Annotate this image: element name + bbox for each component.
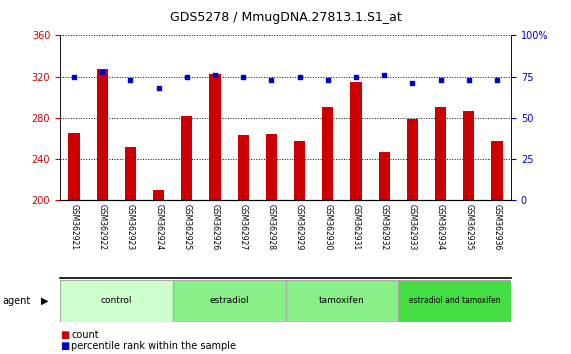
Point	[70, 74, 79, 79]
Point	[154, 85, 163, 91]
Point	[436, 77, 445, 83]
Text: ▶: ▶	[41, 296, 49, 306]
Bar	[125, 147, 136, 200]
Point	[267, 77, 276, 83]
Text: GSM362926: GSM362926	[211, 204, 219, 250]
Point	[380, 72, 389, 78]
Point	[492, 77, 501, 83]
Text: GSM362921: GSM362921	[70, 204, 79, 250]
Text: GSM362929: GSM362929	[295, 204, 304, 250]
Text: GSM362933: GSM362933	[408, 204, 417, 250]
Text: estradiol and tamoxifen: estradiol and tamoxifen	[409, 296, 500, 306]
Bar	[286, 280, 399, 322]
Text: count: count	[71, 330, 99, 339]
Bar	[181, 116, 192, 200]
Bar	[322, 107, 333, 200]
Point	[323, 77, 332, 83]
Text: control: control	[100, 296, 132, 306]
Text: percentile rank within the sample: percentile rank within the sample	[71, 341, 236, 351]
Point	[182, 74, 191, 79]
Text: GSM362922: GSM362922	[98, 204, 107, 250]
Point	[464, 77, 473, 83]
Point	[408, 80, 417, 86]
Text: GSM362924: GSM362924	[154, 204, 163, 250]
Text: GDS5278 / MmugDNA.27813.1.S1_at: GDS5278 / MmugDNA.27813.1.S1_at	[170, 11, 401, 24]
Bar	[60, 280, 173, 322]
Text: GSM362923: GSM362923	[126, 204, 135, 250]
Bar	[379, 152, 390, 200]
Text: agent: agent	[3, 296, 31, 306]
Point	[126, 77, 135, 83]
Bar	[435, 107, 446, 200]
Text: estradiol: estradiol	[210, 296, 249, 306]
Text: ■: ■	[60, 330, 69, 339]
Bar	[173, 280, 286, 322]
Bar	[210, 74, 220, 200]
Text: GSM362932: GSM362932	[380, 204, 389, 250]
Bar	[407, 119, 418, 200]
Text: GSM362934: GSM362934	[436, 204, 445, 250]
Bar	[294, 141, 305, 200]
Bar	[351, 82, 361, 200]
Bar	[153, 190, 164, 200]
Point	[239, 74, 248, 79]
Bar	[491, 141, 502, 200]
Bar	[96, 69, 108, 200]
Text: GSM362928: GSM362928	[267, 204, 276, 250]
Bar	[463, 110, 475, 200]
Text: GSM362927: GSM362927	[239, 204, 248, 250]
Point	[351, 74, 360, 79]
Text: ■: ■	[60, 341, 69, 351]
Point	[295, 74, 304, 79]
Text: tamoxifen: tamoxifen	[319, 296, 365, 306]
Text: GSM362925: GSM362925	[182, 204, 191, 250]
Bar	[266, 134, 277, 200]
Bar	[399, 280, 511, 322]
Point	[211, 72, 220, 78]
Text: GSM362931: GSM362931	[352, 204, 360, 250]
Point	[98, 69, 107, 74]
Text: GSM362930: GSM362930	[323, 204, 332, 250]
Text: GSM362935: GSM362935	[464, 204, 473, 250]
Bar	[238, 135, 249, 200]
Text: GSM362936: GSM362936	[492, 204, 501, 250]
Bar	[69, 133, 80, 200]
